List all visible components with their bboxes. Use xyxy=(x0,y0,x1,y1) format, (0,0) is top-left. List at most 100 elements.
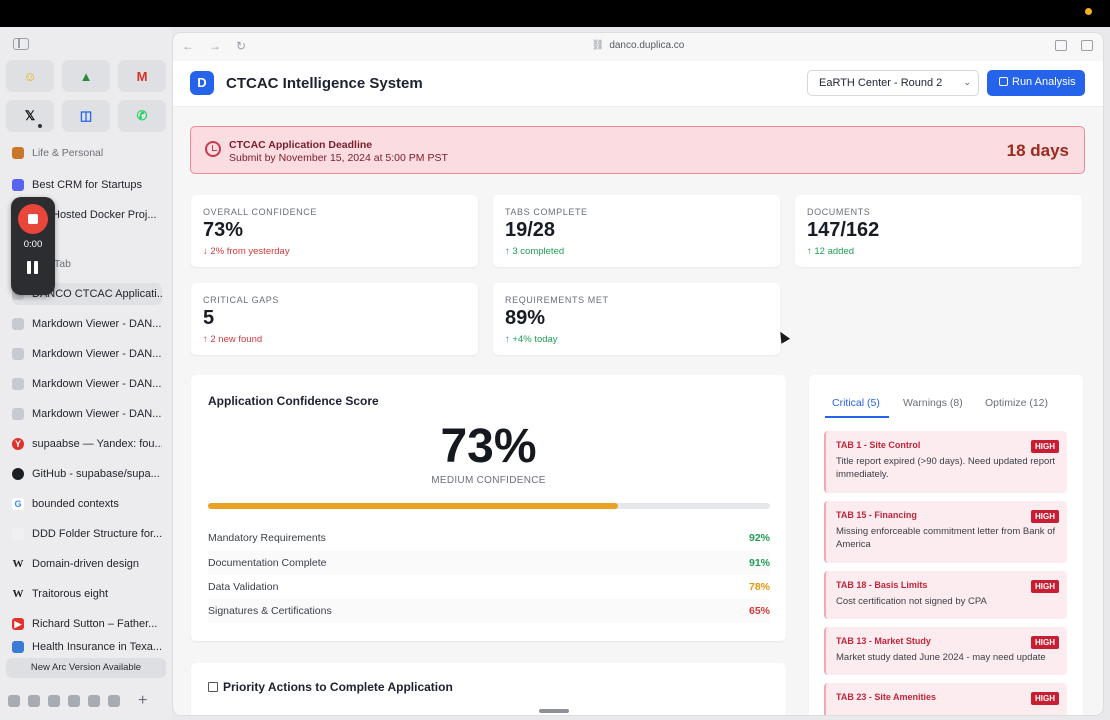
issue-card[interactable]: TAB 18 - Basis Limits HIGH Cost certific… xyxy=(824,571,1067,619)
scroll-handle[interactable] xyxy=(539,709,569,713)
tab-warnings[interactable]: Warnings (8) xyxy=(903,397,963,409)
confidence-progress-bar xyxy=(208,503,770,509)
folder-icon xyxy=(12,147,24,159)
tab-critical[interactable]: Critical (5) xyxy=(832,397,880,409)
tab-label: Health Insurance in Texa... xyxy=(32,641,162,653)
sidebar-item-traitorous[interactable]: W Traitorous eight xyxy=(12,583,162,605)
page-icon xyxy=(12,348,24,360)
split-view-icon[interactable] xyxy=(1081,40,1093,51)
deadline-subtitle: Submit by November 15, 2024 at 5:00 PM P… xyxy=(229,152,448,164)
stat-value: 147/162 xyxy=(807,219,880,241)
deadline-title: CTCAC Application Deadline xyxy=(229,139,373,151)
app-page: D CTCAC Intelligence System EaRTH Center… xyxy=(173,61,1103,715)
metric-row: Documentation Complete 91% xyxy=(208,551,770,575)
favorite-whatsapp[interactable]: ✆ xyxy=(118,100,166,132)
reload-icon[interactable]: ↻ xyxy=(236,39,247,53)
sidebar-toggle-icon[interactable] xyxy=(13,38,29,50)
stat-value: 73% xyxy=(203,219,244,241)
tab-label: Domain-driven design xyxy=(32,558,139,570)
sidebar-item-github[interactable]: GitHub - supabase/supa... xyxy=(12,463,162,485)
issue-body: Market study dated June 2024 - may need … xyxy=(836,652,1046,663)
reader-icon[interactable] xyxy=(1055,40,1067,51)
sidebar-item-health[interactable]: Health Insurance in Texa... xyxy=(12,639,162,655)
wikipedia-icon: W xyxy=(12,588,24,600)
app-title: CTCAC Intelligence System xyxy=(226,75,423,92)
favorite-drive[interactable]: ▲ xyxy=(62,60,110,92)
tab-label: Markdown Viewer - DAN... xyxy=(32,348,162,360)
run-analysis-button[interactable]: Run Analysis xyxy=(987,70,1085,96)
confidence-score: 73% xyxy=(440,420,537,473)
status-dot-icon xyxy=(1085,8,1092,15)
section-label: Tab xyxy=(54,258,71,270)
forward-arrow-icon[interactable]: → xyxy=(209,39,221,53)
stat-value: 19/28 xyxy=(505,219,556,241)
back-arrow-icon[interactable]: ← xyxy=(182,39,194,53)
sidebar-folder-life[interactable]: Life & Personal xyxy=(12,142,162,164)
google-icon: G xyxy=(12,498,24,510)
sidebar-item-markdown-2[interactable]: Markdown Viewer - DAN... xyxy=(12,343,162,365)
stat-label: TABS COMPLETE xyxy=(505,207,588,217)
tab-optimize[interactable]: Optimize (12) xyxy=(985,397,1049,409)
favorite-gmail[interactable]: M xyxy=(118,60,166,92)
alarm-clock-icon xyxy=(205,141,221,157)
favorite-smiley[interactable]: ☺ xyxy=(6,60,54,92)
new-version-banner[interactable]: New Arc Version Available xyxy=(6,658,166,678)
issue-card[interactable]: TAB 13 - Market Study HIGH Market study … xyxy=(824,627,1067,675)
space-icon[interactable] xyxy=(28,695,40,707)
priority-actions-card: Priority Actions to Complete Application xyxy=(191,663,786,715)
metric-value: 65% xyxy=(748,605,770,617)
stat-label: REQUIREMENTS MET xyxy=(505,295,609,305)
severity-badge: HIGH xyxy=(1031,692,1059,705)
sidebar-item-crm[interactable]: Best CRM for Startups xyxy=(12,174,162,196)
pause-icon[interactable] xyxy=(27,261,39,274)
chevron-down-icon: ⌄ xyxy=(963,77,971,87)
deadline-banner: CTCAC Application Deadline Submit by Nov… xyxy=(190,126,1085,174)
issues-tabs: Critical (5) Warnings (8) Optimize (12) xyxy=(827,393,1087,417)
confidence-score-card: Application Confidence Score 73% MEDIUM … xyxy=(191,375,786,641)
sidebar-item-docker[interactable]: Hosted Docker Proj... xyxy=(52,204,162,226)
favorite-appstore[interactable]: ◫ xyxy=(62,100,110,132)
issue-title: TAB 23 - Site Amenities xyxy=(836,692,937,702)
stat-card-documents: DOCUMENTS 147/162 ↑ 12 added xyxy=(795,195,1082,267)
issue-card[interactable]: TAB 1 - Site Control HIGH Title report e… xyxy=(824,431,1067,493)
sidebar-item-markdown-1[interactable]: Markdown Viewer - DAN... xyxy=(12,313,162,335)
issue-card[interactable]: TAB 15 - Financing HIGH Missing enforcea… xyxy=(824,501,1067,563)
globe-icon[interactable] xyxy=(68,695,80,707)
issue-card[interactable]: TAB 23 - Site Amenities HIGH xyxy=(824,683,1067,715)
add-space-icon[interactable]: + xyxy=(138,692,148,709)
gmail-icon: M xyxy=(136,68,148,84)
sidebar-item-markdown-3[interactable]: Markdown Viewer - DAN... xyxy=(12,373,162,395)
system-top-bar xyxy=(0,0,1110,27)
favorites-grid: ☺ ▲ M 𝕏 ◫ ✆ xyxy=(6,60,166,132)
sidebar-item-ddd-wiki[interactable]: W Domain-driven design xyxy=(12,553,162,575)
issue-title: TAB 15 - Financing xyxy=(836,510,917,520)
space-icon[interactable] xyxy=(108,695,120,707)
severity-badge: HIGH xyxy=(1031,580,1059,593)
stat-label: OVERALL CONFIDENCE xyxy=(203,207,317,217)
url-bar[interactable]: ⛓ danco.duplica.co xyxy=(173,40,1103,51)
metric-label: Data Validation xyxy=(208,581,279,593)
issue-body: Cost certification not signed by CPA xyxy=(836,596,987,607)
priority-actions-label: Priority Actions to Complete Application xyxy=(223,680,453,694)
confidence-progress-fill xyxy=(208,503,619,509)
space-icon[interactable] xyxy=(48,695,60,707)
stat-card-critical-gaps: CRITICAL GAPS 5 ↑ 2 new found xyxy=(191,283,478,355)
project-select[interactable]: EaRTH Center - Round 2 ⌄ xyxy=(807,70,979,96)
favorite-x[interactable]: 𝕏 xyxy=(6,100,54,132)
site-icon xyxy=(12,641,24,653)
folder-label: Life & Personal xyxy=(32,147,104,159)
sidebar-item-markdown-4[interactable]: Markdown Viewer - DAN... xyxy=(12,403,162,425)
recording-time: 0:00 xyxy=(23,239,43,250)
stat-delta: ↑ +4% today xyxy=(505,334,558,345)
archive-icon[interactable] xyxy=(8,695,20,707)
space-icon[interactable] xyxy=(88,695,100,707)
issues-panel: Critical (5) Warnings (8) Optimize (12) … xyxy=(809,375,1083,715)
confidence-title: Application Confidence Score xyxy=(208,394,379,408)
sidebar-section-tab: Tab xyxy=(54,253,154,275)
sidebar-item-ddd-folder[interactable]: DDD Folder Structure for... xyxy=(12,523,162,545)
stop-recording-button[interactable] xyxy=(18,204,48,234)
sidebar-item-sutton[interactable]: ▶ Richard Sutton – Father... xyxy=(12,613,162,635)
youtube-icon: ▶ xyxy=(12,618,24,630)
